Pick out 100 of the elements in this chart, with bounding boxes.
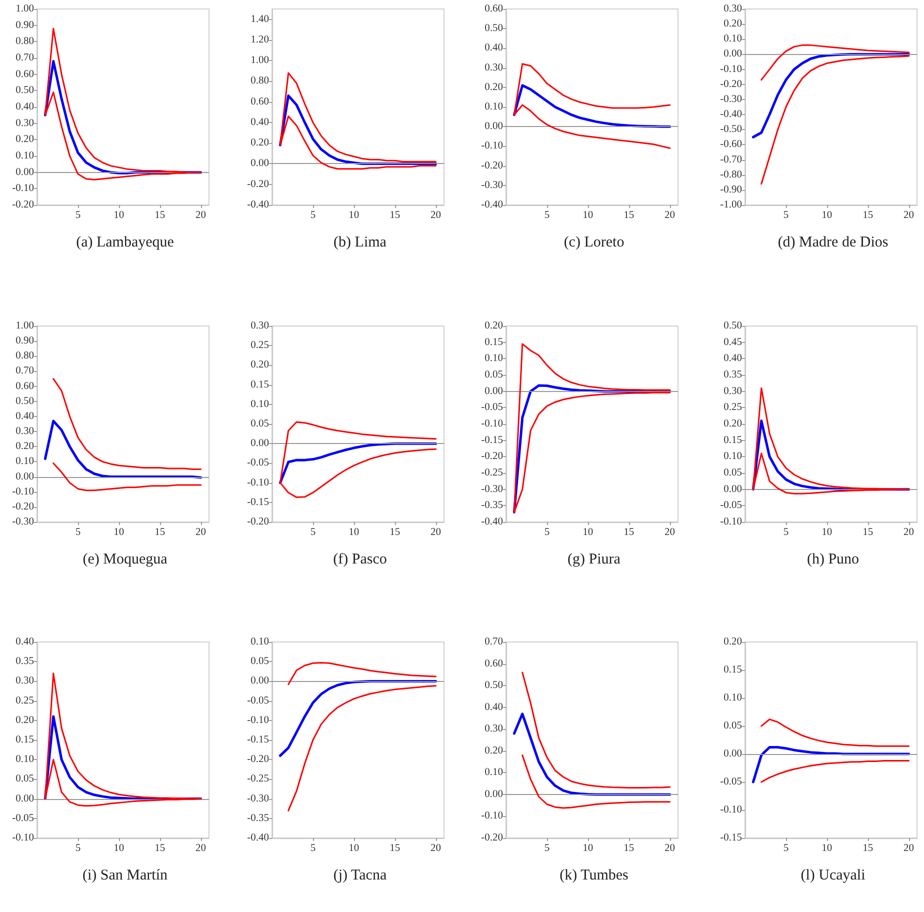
y-tick-label: -0.10	[481, 810, 503, 822]
x-tick-label: 10	[822, 527, 832, 538]
y-tick-label: 0.40	[724, 353, 742, 364]
x-tick-label: 5	[310, 843, 316, 854]
y-tick-label: -0.30	[481, 180, 503, 191]
x-tick-label: 10	[348, 843, 360, 854]
y-tick-label: -0.15	[720, 832, 742, 844]
y-tick-label: -0.05	[720, 500, 742, 512]
x-tick-label: 15	[390, 210, 400, 221]
y-tick-label: 0.70	[484, 636, 503, 648]
text: (d) Madre de Dios	[778, 234, 888, 250]
y-tick-label: -1.00	[720, 200, 742, 210]
text: (h) Puno	[806, 552, 860, 568]
y-tick-label: 0.80	[250, 76, 269, 87]
y-tick-label: 0.15	[724, 664, 742, 676]
x-tick-label: 10	[822, 843, 832, 854]
y-tick-label: 0.30	[484, 724, 503, 735]
x-tick-label: 15	[154, 843, 166, 854]
y-tick-label: -0.40	[247, 832, 269, 844]
y-tick-label: -0.05	[12, 812, 34, 824]
x-tick-label: 5	[75, 527, 81, 538]
text: (b) Lima	[334, 234, 387, 250]
y-tick-label: 0.10	[16, 456, 34, 468]
x-tick-label: 15	[154, 527, 166, 538]
y-tick-label: 0.60	[16, 380, 34, 392]
text: (c) Loreto	[564, 234, 624, 250]
y-tick-label: -0.10	[720, 804, 742, 816]
y-tick-label: 0.05	[724, 468, 742, 478]
y-tick-label: 0.20	[724, 418, 742, 430]
y-tick-label: 0.00	[484, 788, 503, 800]
x-tick-label: 15	[154, 210, 166, 221]
x-tick-label: 5	[75, 843, 81, 854]
x-tick-label: 5	[544, 843, 550, 854]
y-tick-label: 0.05	[484, 370, 503, 380]
y-tick-label: -0.10	[12, 832, 34, 844]
y-tick-label: -0.20	[12, 200, 34, 210]
y-tick-label: -0.20	[481, 832, 503, 844]
y-tick-label: -0.05	[247, 458, 269, 469]
y-tick-label: -0.05	[481, 402, 503, 414]
y-tick-label: 0.00	[484, 386, 503, 397]
x-tick-label: 10	[348, 210, 360, 221]
y-tick-label: 0.20	[724, 636, 742, 648]
y-tick-label: 1.00	[250, 55, 269, 66]
x-tick-label: 5	[310, 527, 316, 538]
x-tick-label: 15	[862, 210, 874, 221]
x-tick-label: 5	[783, 210, 789, 221]
y-tick-label: 0.25	[250, 340, 269, 352]
y-tick-label: 0.50	[16, 396, 34, 407]
y-tick-label: 0.10	[250, 636, 269, 648]
y-tick-label: 0.20	[16, 134, 34, 146]
y-tick-label: 0.70	[16, 52, 34, 64]
y-tick-label: -0.05	[720, 776, 742, 788]
x-tick-label: 15	[624, 527, 634, 538]
y-tick-label: 1.00	[16, 4, 34, 14]
y-tick-label: 0.40	[484, 702, 503, 713]
y-tick-label: -0.20	[247, 178, 269, 190]
y-tick-label: -0.20	[247, 754, 269, 766]
y-tick-label: 0.30	[16, 118, 34, 129]
y-tick-label: 0.10	[484, 353, 503, 364]
y-tick-label: -0.90	[720, 184, 742, 196]
y-tick-label: -0.30	[12, 516, 34, 528]
x-tick-label: 10	[348, 527, 360, 538]
y-tick-label: -0.25	[481, 468, 503, 478]
x-tick-label: 20	[664, 210, 676, 221]
y-tick-label: 0.10	[724, 34, 742, 45]
x-tick-label: 10	[114, 527, 124, 538]
x-tick-label: 20	[196, 843, 206, 854]
text: (f) Pasco	[333, 552, 387, 568]
x-tick-label: 10	[582, 527, 594, 538]
y-tick-label: 0.15	[724, 434, 742, 446]
y-tick-label: 0.40	[16, 410, 34, 422]
y-tick-label: -0.15	[481, 434, 503, 446]
y-tick-label: 0.10	[724, 692, 742, 704]
y-tick-label: -0.25	[247, 774, 269, 785]
y-tick-label: 0.05	[724, 720, 742, 732]
x-tick-label: 15	[624, 843, 634, 854]
y-tick-label: -0.20	[720, 78, 742, 90]
y-tick-label: 0.35	[16, 656, 34, 668]
text: (i) San Martín	[82, 868, 168, 884]
x-tick-label: 15	[862, 527, 874, 538]
y-tick-label: 0.30	[16, 676, 34, 687]
y-tick-label: 0.50	[484, 23, 503, 34]
y-tick-label: -0.10	[481, 140, 503, 152]
y-tick-label: -0.40	[481, 200, 503, 210]
y-tick-label: 1.40	[250, 14, 269, 25]
x-tick-label: 20	[430, 843, 442, 854]
y-tick-label: -0.05	[247, 695, 269, 706]
y-tick-label: 0.50	[724, 320, 742, 332]
y-tick-label: -0.10	[12, 486, 34, 498]
y-tick-label: 0.20	[484, 320, 503, 332]
y-tick-label: 0.60	[16, 68, 34, 80]
x-tick-label: 15	[390, 843, 400, 854]
y-tick-label: -0.20	[12, 501, 34, 512]
x-tick-label: 5	[75, 210, 81, 221]
y-tick-label: -0.80	[720, 169, 742, 180]
y-tick-label: -0.15	[247, 734, 269, 746]
y-tick-label: -0.10	[247, 714, 269, 726]
x-tick-label: 5	[783, 843, 789, 854]
y-tick-label: 0.20	[484, 745, 503, 756]
y-tick-label: -0.40	[720, 109, 742, 120]
